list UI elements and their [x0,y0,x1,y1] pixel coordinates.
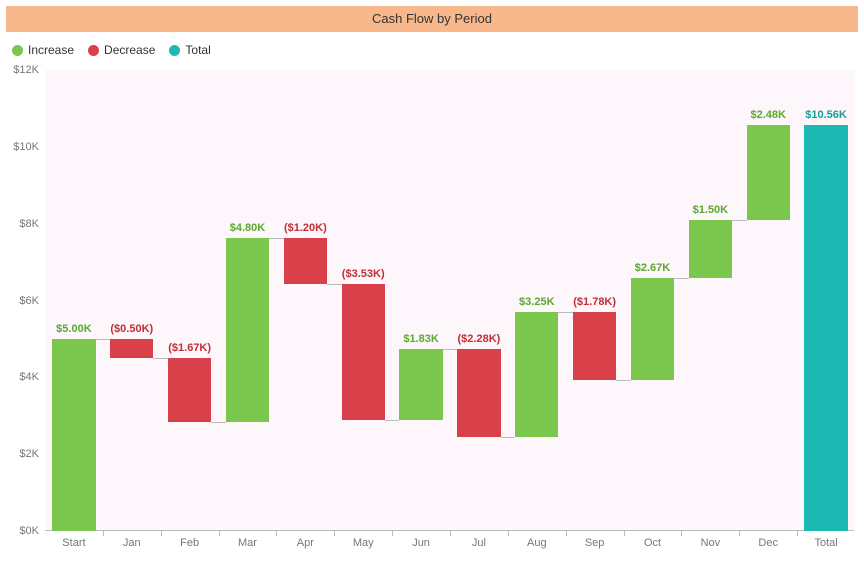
connector-line [269,238,283,239]
bar-decrease [573,312,616,380]
x-axis-label: Jun [412,537,430,549]
x-axis-tick [566,531,567,536]
y-axis-label: $8K [19,218,39,230]
x-axis-label: Dec [758,537,778,549]
data-label: $1.50K [693,204,728,216]
legend-swatch-decrease [88,45,99,56]
bar-total [804,125,847,531]
legend-swatch-increase [12,45,23,56]
bar-decrease [168,358,211,422]
chart-legend: Increase Decrease Total [12,40,211,60]
legend-item-total: Total [169,43,210,57]
data-label: ($0.50K) [110,323,153,335]
x-axis-tick [103,531,104,536]
data-label: ($1.20K) [284,222,327,234]
bar-increase [399,349,442,419]
legend-label-increase: Increase [28,43,74,57]
connector-line [674,278,688,279]
x-axis-tick [161,531,162,536]
x-axis-tick [334,531,335,536]
x-axis-label: Start [62,537,85,549]
connector-line [153,358,167,359]
y-axis-label: $4K [19,371,39,383]
waterfall-chart: Cash Flow by Period Increase Decrease To… [0,0,864,561]
connector-line [385,420,399,421]
chart-title: Cash Flow by Period [6,6,858,32]
x-axis-label: Aug [527,537,547,549]
x-axis-label: Jan [123,537,141,549]
x-axis-label: Jul [472,537,486,549]
bar-increase [52,339,95,531]
x-axis-label: Apr [297,537,314,549]
data-label: ($1.78K) [573,296,616,308]
bar-increase [226,238,269,422]
x-axis-tick [508,531,509,536]
x-axis-label: Mar [238,537,257,549]
legend-item-increase: Increase [12,43,74,57]
x-axis-tick [681,531,682,536]
y-axis-label: $10K [13,141,39,153]
x-axis-label: Oct [644,537,661,549]
y-axis-label: $0K [19,525,39,537]
connector-line [501,437,515,438]
x-axis-tick [797,531,798,536]
data-label: $2.48K [750,109,785,121]
legend-label-decrease: Decrease [104,43,155,57]
x-axis-tick [624,531,625,536]
data-label: $5.00K [56,323,91,335]
y-axis-label: $6K [19,295,39,307]
bar-decrease [342,284,385,420]
plot-area: $0K$2K$4K$6K$8K$10K$12KStartJanFebMarApr… [44,70,854,531]
x-axis-tick [276,531,277,536]
connector-line [443,349,457,350]
data-label: ($1.67K) [168,342,211,354]
legend-swatch-total [169,45,180,56]
x-axis-label: Nov [701,537,721,549]
x-axis-tick [219,531,220,536]
bar-decrease [284,238,327,284]
data-label: $4.80K [230,222,265,234]
y-axis-label: $2K [19,448,39,460]
y-axis-label: $12K [13,64,39,76]
bar-increase [515,312,558,437]
bar-increase [631,278,674,381]
data-label: $3.25K [519,296,554,308]
x-axis-label: Sep [585,537,605,549]
connector-line [616,380,630,381]
bar-increase [747,125,790,220]
data-label: ($2.28K) [458,333,501,345]
x-axis-tick [739,531,740,536]
data-label: $1.83K [403,333,438,345]
legend-item-decrease: Decrease [88,43,155,57]
connector-line [732,220,746,221]
plot-background [45,70,854,531]
bar-increase [689,220,732,278]
data-label: $10.56K [805,109,847,121]
data-label: $2.67K [635,262,670,274]
bar-decrease [457,349,500,437]
x-axis-label: May [353,537,374,549]
x-axis-tick [450,531,451,536]
bar-decrease [110,339,153,358]
data-label: ($3.53K) [342,268,385,280]
x-axis-label: Total [814,537,837,549]
legend-label-total: Total [185,43,210,57]
x-axis-label: Feb [180,537,199,549]
connector-line [211,422,225,423]
connector-line [327,284,341,285]
connector-line [558,312,572,313]
x-axis-tick [392,531,393,536]
connector-line [96,339,110,340]
